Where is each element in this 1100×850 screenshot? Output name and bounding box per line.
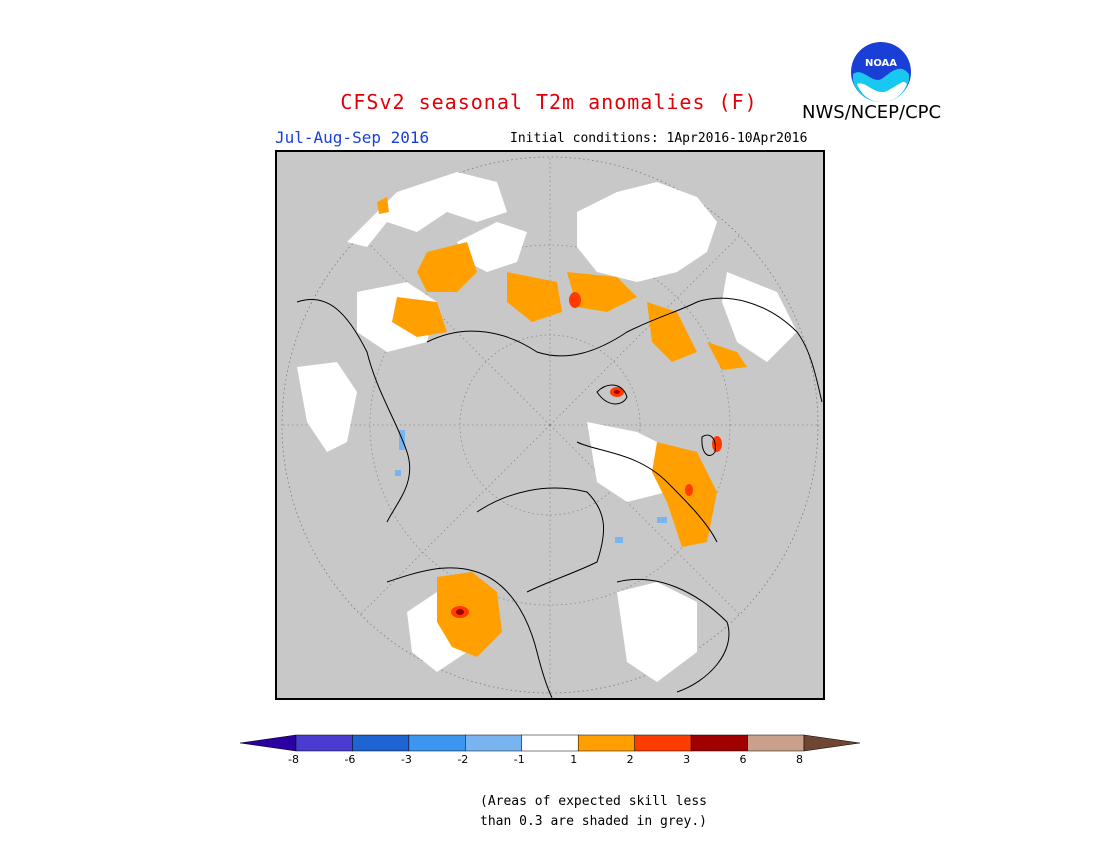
colorbar-ticks: -8 -6 -3 -2 -1 1 2 3 6 8	[0, 753, 1100, 773]
near-normal-regions	[297, 172, 797, 682]
colorbar-bin	[240, 734, 297, 752]
colorbar-tick-label: -2	[457, 753, 469, 766]
colorbar-tick-label: 8	[796, 753, 803, 766]
colorbar-bin	[521, 734, 579, 752]
colorbar-bin	[408, 734, 466, 752]
colorbar-tick-label: -8	[288, 753, 299, 766]
colorbar-bin	[577, 734, 635, 752]
colorbar-tick-label: -6	[344, 753, 356, 766]
agency-label: NWS/NCEP/CPC	[802, 102, 942, 123]
map-title: CFSv2 seasonal T2m anomalies (F)	[340, 90, 758, 114]
polar-anomaly-map	[275, 150, 825, 700]
colorbar-tick-label: 1	[570, 753, 578, 766]
map-canvas	[281, 156, 823, 698]
skill-note-line-2: than 0.3 are shaded in grey.)	[480, 814, 707, 829]
colorbar-bin	[465, 734, 523, 752]
colorbar-bin	[690, 734, 748, 752]
colorbar-bin	[352, 734, 410, 752]
very-hot-anomaly-spots	[456, 390, 620, 615]
latitude-circle-outer	[281, 156, 819, 694]
colorbar-tick-label: -1	[513, 753, 525, 766]
colorbar-tick-label: 6	[739, 753, 747, 766]
coastlines	[296, 297, 823, 698]
noaa-logo: NOAA	[850, 41, 912, 103]
colorbar-bin	[747, 734, 805, 752]
colorbar-tick-label: 2	[626, 753, 634, 766]
colorbar-bin	[634, 734, 692, 752]
colorbar-bin	[295, 734, 353, 752]
skill-note-line-1: (Areas of expected skill less	[480, 794, 707, 809]
colorbar	[240, 734, 860, 752]
colorbar-bin	[803, 734, 860, 752]
colorbar-tick-label: -3	[400, 753, 412, 766]
svg-text:NOAA: NOAA	[865, 58, 897, 69]
warm-anomaly-regions	[377, 197, 747, 657]
skill-note: (Areas of expected skill less than 0.3 a…	[480, 792, 707, 832]
season-label: Jul-Aug-Sep 2016	[275, 128, 430, 147]
colorbar-tick-label: 3	[683, 753, 691, 766]
initial-conditions-label: Initial conditions: 1Apr2016-10Apr2016	[510, 131, 808, 146]
